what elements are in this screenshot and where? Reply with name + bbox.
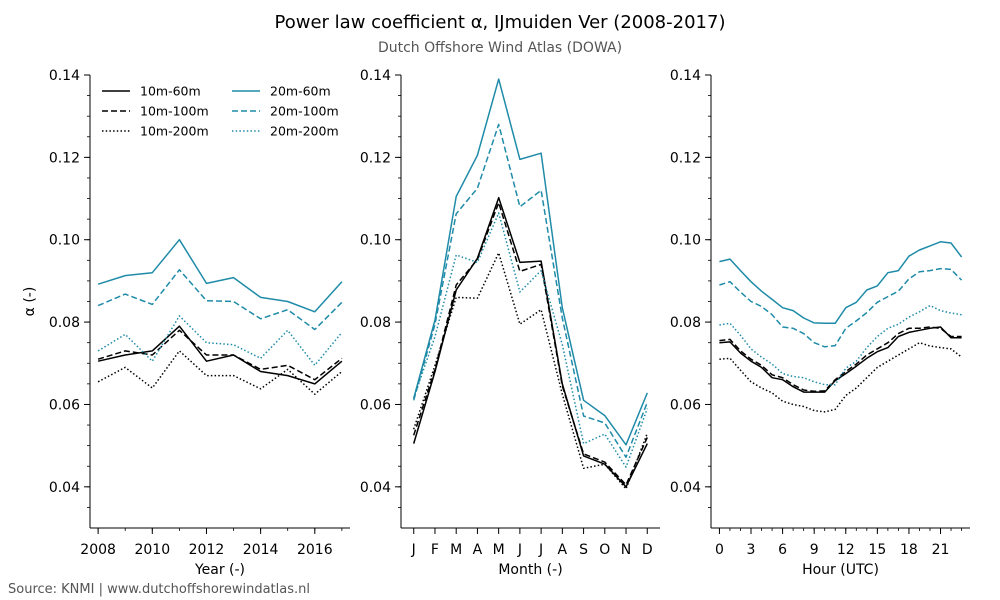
x-tick-label: S [579, 542, 588, 558]
y-tick-label: 0.10 [670, 233, 701, 249]
series-line-10m-200m [719, 341, 963, 413]
chart-title: Power law coefficient α, IJmuiden Ver (2… [274, 12, 726, 33]
y-tick-label: 0.04 [49, 480, 80, 496]
y-tick-label: 0.14 [360, 68, 391, 84]
y-tick-label: 0.06 [49, 397, 80, 413]
y-tick-label: 0.14 [670, 68, 701, 84]
x-tick-label: O [599, 542, 610, 558]
x-tick-label: J [411, 542, 416, 558]
x-axis-label: Month (-) [498, 562, 562, 578]
y-tick-label: 0.08 [670, 315, 701, 331]
legend-label: 20m-100m [270, 104, 339, 119]
series-line-20m-100m [719, 267, 963, 348]
x-axis-label: Hour (UTC) [802, 562, 879, 578]
x-tick-label: A [558, 542, 568, 558]
x-tick-label: 2014 [243, 542, 279, 558]
x-tick-label: D [642, 542, 653, 558]
y-tick-label: 0.08 [360, 315, 391, 331]
y-tick-label: 0.06 [360, 397, 391, 413]
x-tick-label: 12 [837, 542, 855, 558]
series-line-20m-200m [97, 315, 343, 367]
series-line-10m-200m [412, 252, 649, 490]
y-tick-label: 0.12 [360, 150, 391, 166]
y-tick-label: 0.04 [670, 480, 701, 496]
y-tick-label: 0.10 [360, 233, 391, 249]
y-tick-label: 0.04 [360, 480, 391, 496]
legend-label: 10m-200m [140, 124, 209, 139]
x-tick-label: 2012 [189, 542, 225, 558]
y-axis-label: α (-) [22, 287, 38, 317]
x-tick-label: 15 [868, 542, 886, 558]
legend: 10m-60m 10m-100m 10m-200m 20m-60m 20m-100m 20… [102, 84, 339, 139]
chart-subtitle: Dutch Offshore Wind Atlas (DOWA) [377, 40, 623, 56]
y-tick-label: 0.06 [670, 397, 701, 413]
x-tick-label: 2010 [134, 542, 170, 558]
x-tick-label: 2016 [297, 542, 333, 558]
y-tick-label: 0.10 [49, 233, 80, 249]
legend-label: 10m-60m [140, 84, 201, 99]
panel-3: 0.04 0.06 0.08 0.10 0.12 0.14 0 3 6 9 12 15 18 21 Hour… [670, 68, 970, 578]
y-tick-label: 0.12 [670, 150, 701, 166]
y-tick-label: 0.12 [49, 150, 80, 166]
panel-2: 0.040.060.080.100.120.14J F M A M J J A S O N DMont… [360, 68, 660, 578]
series-line-20m-60m [412, 78, 648, 446]
y-tick-label: 0.08 [49, 315, 80, 331]
x-tick-label: N [621, 542, 631, 558]
x-tick-label: 0 [715, 542, 724, 558]
legend-label: 20m-200m [270, 124, 339, 139]
series-line-10m-100m [412, 201, 648, 486]
series-line-20m-200m [412, 212, 649, 468]
legend-label: 10m-100m [140, 104, 209, 119]
x-tick-label: 21 [932, 542, 950, 558]
x-tick-label: 2008 [80, 542, 116, 558]
series-line-20m-100m [97, 269, 343, 331]
x-tick-label: 3 [747, 542, 756, 558]
x-tick-label: M [450, 542, 462, 558]
series-line-10m-100m [97, 329, 343, 381]
x-tick-label: A [473, 542, 483, 558]
legend-label: 20m-60m [270, 84, 331, 99]
series-line-20m-60m [719, 241, 963, 325]
series-line-20m-100m [412, 123, 648, 458]
x-axis-label: Year (-) [194, 562, 245, 578]
panel-1: 0.04 0.06 0.08 0.10 0.12 0.14 2008 2010 2012 2014… [22, 68, 350, 578]
series-line-10m-60m [719, 326, 962, 393]
series-line-10m-200m [97, 350, 343, 395]
x-tick-label: J [538, 542, 543, 558]
x-tick-label: 6 [778, 542, 787, 558]
source-credit: Source: KNMI | www.dutchoffshorewindatla… [8, 582, 310, 597]
x-tick-label: M [493, 542, 505, 558]
x-tick-label: F [431, 542, 439, 558]
series-line-20m-60m [97, 238, 343, 313]
y-tick-label: 0.14 [49, 68, 80, 84]
x-tick-label: 18 [900, 542, 918, 558]
x-tick-label: J [517, 542, 522, 558]
x-tick-label: 9 [810, 542, 819, 558]
series-line-10m-60m [97, 325, 343, 385]
series-line-20m-200m [719, 304, 962, 386]
